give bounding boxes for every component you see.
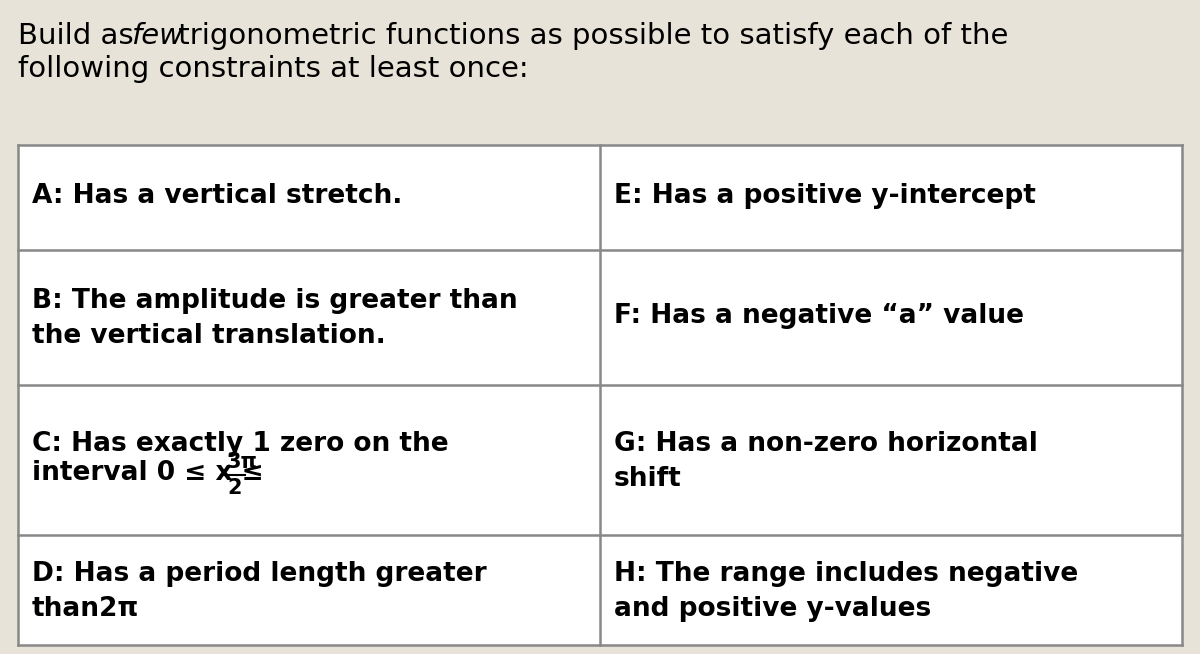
Text: F: Has a negative “a” value: F: Has a negative “a” value <box>614 303 1024 329</box>
Text: H: The range includes negative
and positive y-values: H: The range includes negative and posit… <box>614 560 1079 621</box>
Text: Build as: Build as <box>18 22 143 50</box>
Text: interval 0 ≤ x ≤: interval 0 ≤ x ≤ <box>32 460 272 486</box>
Text: following constraints at least once:: following constraints at least once: <box>18 54 529 82</box>
Bar <box>18 145 1182 645</box>
Text: E: Has a positive y-intercept: E: Has a positive y-intercept <box>614 182 1036 209</box>
Text: 2: 2 <box>227 477 242 498</box>
Text: G: Has a non-zero horizontal
shift: G: Has a non-zero horizontal shift <box>614 430 1038 492</box>
Text: D: Has a period length greater
than2π: D: Has a period length greater than2π <box>32 560 487 621</box>
Text: trigonometric functions as possible to satisfy each of the: trigonometric functions as possible to s… <box>169 22 1008 50</box>
Text: A: Has a vertical stretch.: A: Has a vertical stretch. <box>32 182 402 209</box>
Text: B: The amplitude is greater than
the vertical translation.: B: The amplitude is greater than the ver… <box>32 288 517 349</box>
Text: 3π: 3π <box>226 452 257 472</box>
Text: few: few <box>131 22 184 50</box>
Text: C: Has exactly 1 zero on the: C: Has exactly 1 zero on the <box>32 430 449 456</box>
